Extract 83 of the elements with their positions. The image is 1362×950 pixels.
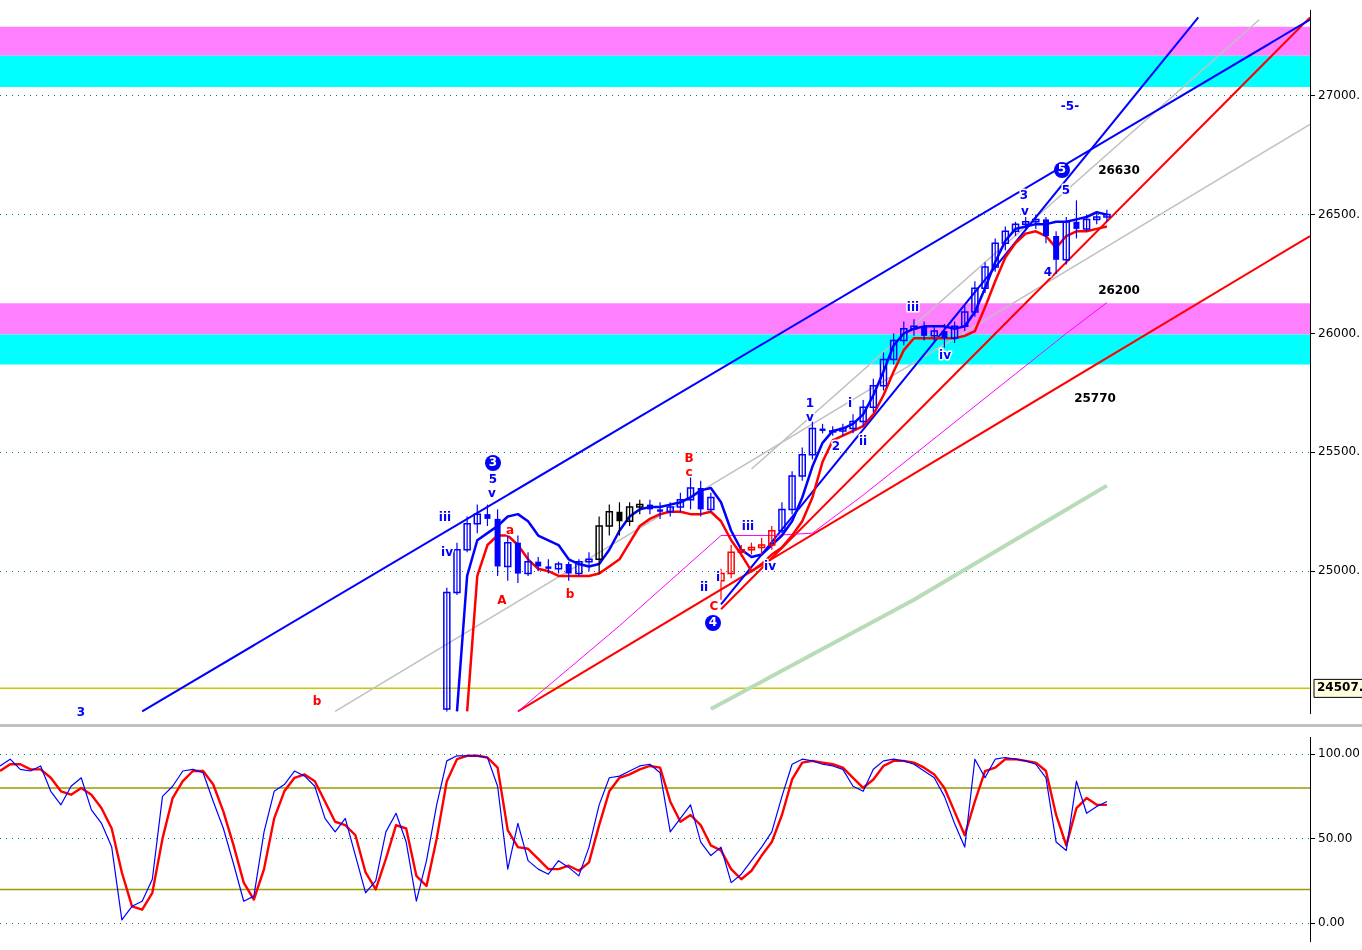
candlestick bbox=[676, 492, 685, 513]
annotation: 3 bbox=[1019, 188, 1029, 203]
annotation: ii bbox=[699, 580, 709, 595]
ref-line-label: 24507. bbox=[1317, 680, 1362, 695]
candlestick bbox=[1001, 225, 1010, 251]
annotation: 4 bbox=[1043, 265, 1053, 280]
annotation: iv bbox=[939, 348, 952, 363]
candlestick bbox=[605, 504, 614, 537]
annotation: c bbox=[685, 465, 693, 480]
y-tick-label: 26500. bbox=[1318, 206, 1360, 221]
y-tick-label: 25500. bbox=[1318, 444, 1360, 459]
candlestick bbox=[524, 551, 532, 577]
annotation: 2 bbox=[831, 439, 841, 454]
annotation: 4 bbox=[708, 615, 718, 630]
annotation: 3 bbox=[488, 455, 498, 470]
candlestick bbox=[921, 320, 928, 342]
candlestick bbox=[768, 525, 776, 551]
candlestick bbox=[900, 320, 908, 346]
candlestick bbox=[869, 378, 878, 413]
candlestick bbox=[859, 399, 867, 427]
annotation: 25770 bbox=[1074, 391, 1116, 406]
candlestick bbox=[788, 470, 796, 515]
candlestick bbox=[879, 351, 888, 392]
candlestick bbox=[971, 280, 979, 318]
annotation: 26630 bbox=[1098, 163, 1140, 178]
annotation: iii bbox=[906, 300, 920, 315]
annotation: iii bbox=[438, 510, 452, 525]
candlestick bbox=[443, 587, 451, 713]
annotation: b bbox=[312, 694, 322, 709]
annotation: iii bbox=[741, 519, 755, 534]
candlestick bbox=[657, 501, 664, 520]
candlestick bbox=[1042, 216, 1049, 244]
candlestick bbox=[849, 413, 857, 434]
annotation: B bbox=[684, 451, 694, 466]
candlestick bbox=[1053, 230, 1060, 275]
y-tick-label: 27000. bbox=[1318, 87, 1360, 102]
annotation: 3 bbox=[76, 705, 86, 720]
annotation: a bbox=[505, 523, 515, 538]
y-tick-label: 100.00 bbox=[1318, 746, 1360, 761]
candlestick bbox=[941, 323, 948, 349]
annotation: v bbox=[806, 410, 815, 425]
candlestick bbox=[595, 515, 603, 575]
candlestick bbox=[484, 504, 491, 527]
annotation: v bbox=[488, 486, 497, 501]
annotation: i bbox=[847, 396, 853, 411]
annotation: C bbox=[709, 599, 719, 614]
candlestick bbox=[625, 501, 634, 527]
candlestick bbox=[1062, 216, 1071, 266]
candlestick bbox=[463, 515, 471, 553]
candlestick bbox=[616, 501, 623, 537]
candlestick bbox=[778, 501, 786, 534]
candlestick bbox=[565, 561, 572, 582]
annotation: iv bbox=[764, 559, 777, 574]
y-tick-label: 50.00 bbox=[1318, 830, 1353, 845]
candlestick bbox=[889, 332, 898, 365]
candlestick bbox=[950, 320, 959, 344]
annotation: 5 bbox=[1061, 183, 1071, 198]
annotation: A bbox=[497, 593, 508, 608]
annotation: 5 bbox=[1057, 162, 1067, 177]
y-tick-label: 25000. bbox=[1318, 563, 1360, 578]
annotation: i bbox=[715, 570, 721, 585]
annotation: -5- bbox=[1060, 99, 1080, 114]
candlestick bbox=[686, 475, 695, 510]
candlestick bbox=[798, 446, 806, 482]
candlestick bbox=[453, 542, 461, 596]
annotation: 1 bbox=[805, 396, 815, 411]
candlestick bbox=[808, 420, 817, 461]
candlestick bbox=[960, 304, 969, 332]
annotation: iv bbox=[441, 545, 454, 560]
candlestick bbox=[991, 237, 999, 273]
annotation: v bbox=[1021, 204, 1030, 219]
candlestick bbox=[473, 504, 482, 534]
candlestick bbox=[697, 480, 704, 518]
annotation: b bbox=[565, 587, 575, 602]
candlestick bbox=[839, 423, 847, 437]
candlestick bbox=[981, 261, 989, 294]
candlestick bbox=[707, 492, 715, 513]
annotation: 5 bbox=[488, 472, 498, 487]
annotation: 26200 bbox=[1098, 283, 1140, 298]
annotation: ii bbox=[858, 434, 868, 449]
candlestick bbox=[727, 544, 735, 579]
y-tick-label: 0.00 bbox=[1318, 915, 1345, 930]
y-tick-label: 26000. bbox=[1318, 325, 1360, 340]
